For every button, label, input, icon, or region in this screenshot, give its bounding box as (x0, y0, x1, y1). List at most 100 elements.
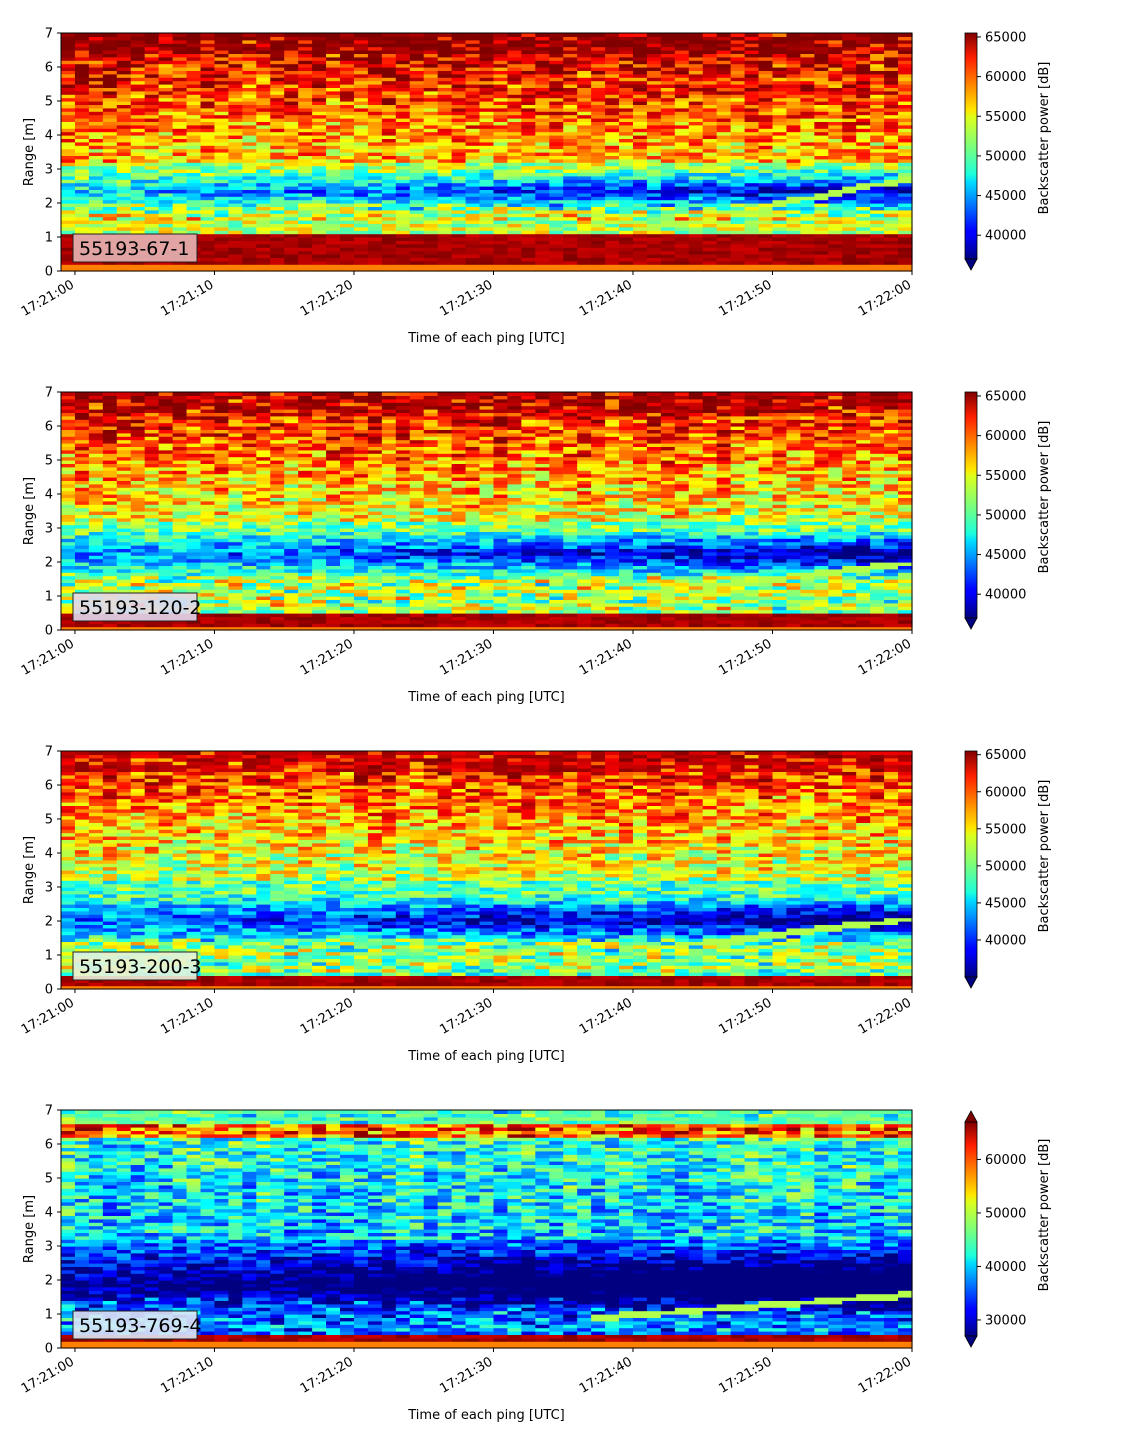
heatmap-cell (102, 402, 118, 407)
heatmap-cell (381, 182, 397, 187)
heatmap-cell (619, 131, 634, 136)
heatmap-cell (605, 216, 620, 221)
heatmap-cell (353, 254, 369, 258)
heatmap-cell (660, 233, 676, 238)
heatmap-cell (437, 250, 453, 255)
heatmap-cell (158, 50, 174, 54)
heatmap-cell (660, 148, 676, 153)
heatmap-cell (353, 158, 369, 163)
heatmap-cell (312, 148, 327, 153)
heatmap-cell (74, 155, 90, 160)
heatmap-cell (61, 107, 76, 112)
heatmap-cell (116, 226, 132, 231)
heatmap-cell (674, 158, 690, 163)
heatmap-cell (270, 189, 285, 194)
heatmap-cell (549, 250, 564, 255)
heatmap-cell (298, 121, 313, 126)
heatmap-cell (493, 226, 509, 231)
heatmap-cell (340, 162, 355, 167)
heatmap-cell (870, 158, 885, 163)
heatmap-cell (284, 175, 299, 180)
heatmap-cell (270, 237, 285, 241)
heatmap-cell (423, 111, 439, 116)
heatmap-cell (186, 216, 202, 221)
heatmap-cell (786, 182, 801, 187)
heatmap-cell (786, 233, 801, 238)
heatmap-cell (61, 189, 76, 194)
heatmap-cell (61, 169, 76, 173)
heatmap-cell (465, 101, 481, 105)
heatmap-cell (451, 118, 467, 122)
heatmap-cell (298, 97, 313, 102)
heatmap-cell (535, 175, 550, 180)
y-tick-label: 4 (45, 129, 53, 144)
heatmap-cell (74, 118, 90, 122)
heatmap-cell (353, 128, 369, 133)
heatmap-cell (395, 158, 411, 163)
heatmap-cell (451, 53, 467, 58)
heatmap-cell (228, 36, 243, 41)
heatmap-cell (172, 165, 188, 170)
heatmap-cell (61, 206, 76, 211)
heatmap-cell (144, 264, 160, 269)
heatmap-cell (340, 182, 355, 187)
heatmap-cell (353, 36, 369, 41)
heatmap-cell (88, 162, 104, 167)
heatmap-cell (395, 206, 411, 211)
heatmap-cell (144, 77, 160, 82)
heatmap-cell (74, 436, 90, 441)
heatmap-cell (284, 36, 299, 41)
heatmap-cell (312, 226, 327, 231)
heatmap-cell (702, 165, 718, 170)
heatmap-cell (632, 148, 648, 153)
heatmap-cell (270, 247, 285, 252)
heatmap-cell (116, 155, 132, 160)
heatmap-cell (451, 250, 467, 255)
heatmap-cell (284, 50, 299, 54)
heatmap-cell (200, 138, 216, 143)
heatmap-cell (200, 179, 216, 184)
heatmap-cell (116, 402, 132, 407)
heatmap-cell (409, 46, 425, 51)
heatmap-cell (116, 189, 132, 194)
heatmap-cell (102, 60, 118, 65)
heatmap-cell (326, 162, 341, 167)
heatmap-cell (395, 237, 411, 241)
heatmap-cell (256, 175, 271, 180)
heatmap-cell (256, 186, 271, 190)
heatmap-cell (158, 101, 174, 105)
heatmap-cell (367, 63, 383, 68)
heatmap-cell (856, 182, 871, 187)
heatmap-cell (814, 131, 829, 136)
heatmap-cell (200, 216, 216, 221)
heatmap-cell (102, 152, 118, 156)
heatmap-cell (270, 264, 285, 269)
heatmap-cell (381, 33, 397, 37)
heatmap-cell (242, 77, 257, 82)
heatmap-cell (409, 141, 425, 146)
heatmap-cell (256, 233, 271, 238)
heatmap-cell (228, 267, 243, 272)
heatmap-cell (563, 250, 578, 255)
heatmap-cell (102, 172, 118, 177)
heatmap-cell (367, 250, 383, 255)
heatmap-cell (172, 94, 188, 99)
heatmap-cell (730, 175, 746, 180)
heatmap-cell (451, 77, 467, 82)
heatmap-cell (870, 175, 885, 180)
heatmap-cell (409, 114, 425, 119)
heatmap-cell (200, 135, 216, 139)
heatmap-cell (535, 192, 550, 197)
heatmap-cell (758, 233, 774, 238)
heatmap-cell (340, 87, 355, 92)
heatmap-cell (730, 250, 746, 255)
heatmap-cell (395, 124, 411, 129)
heatmap-cell (465, 169, 481, 173)
heatmap-cell (340, 53, 355, 58)
heatmap-cell (102, 67, 118, 71)
heatmap-cell (256, 152, 271, 156)
heatmap-cell (507, 165, 522, 170)
heatmap-cell (367, 107, 383, 112)
heatmap-cell (423, 220, 439, 224)
heatmap-cell (786, 175, 801, 180)
